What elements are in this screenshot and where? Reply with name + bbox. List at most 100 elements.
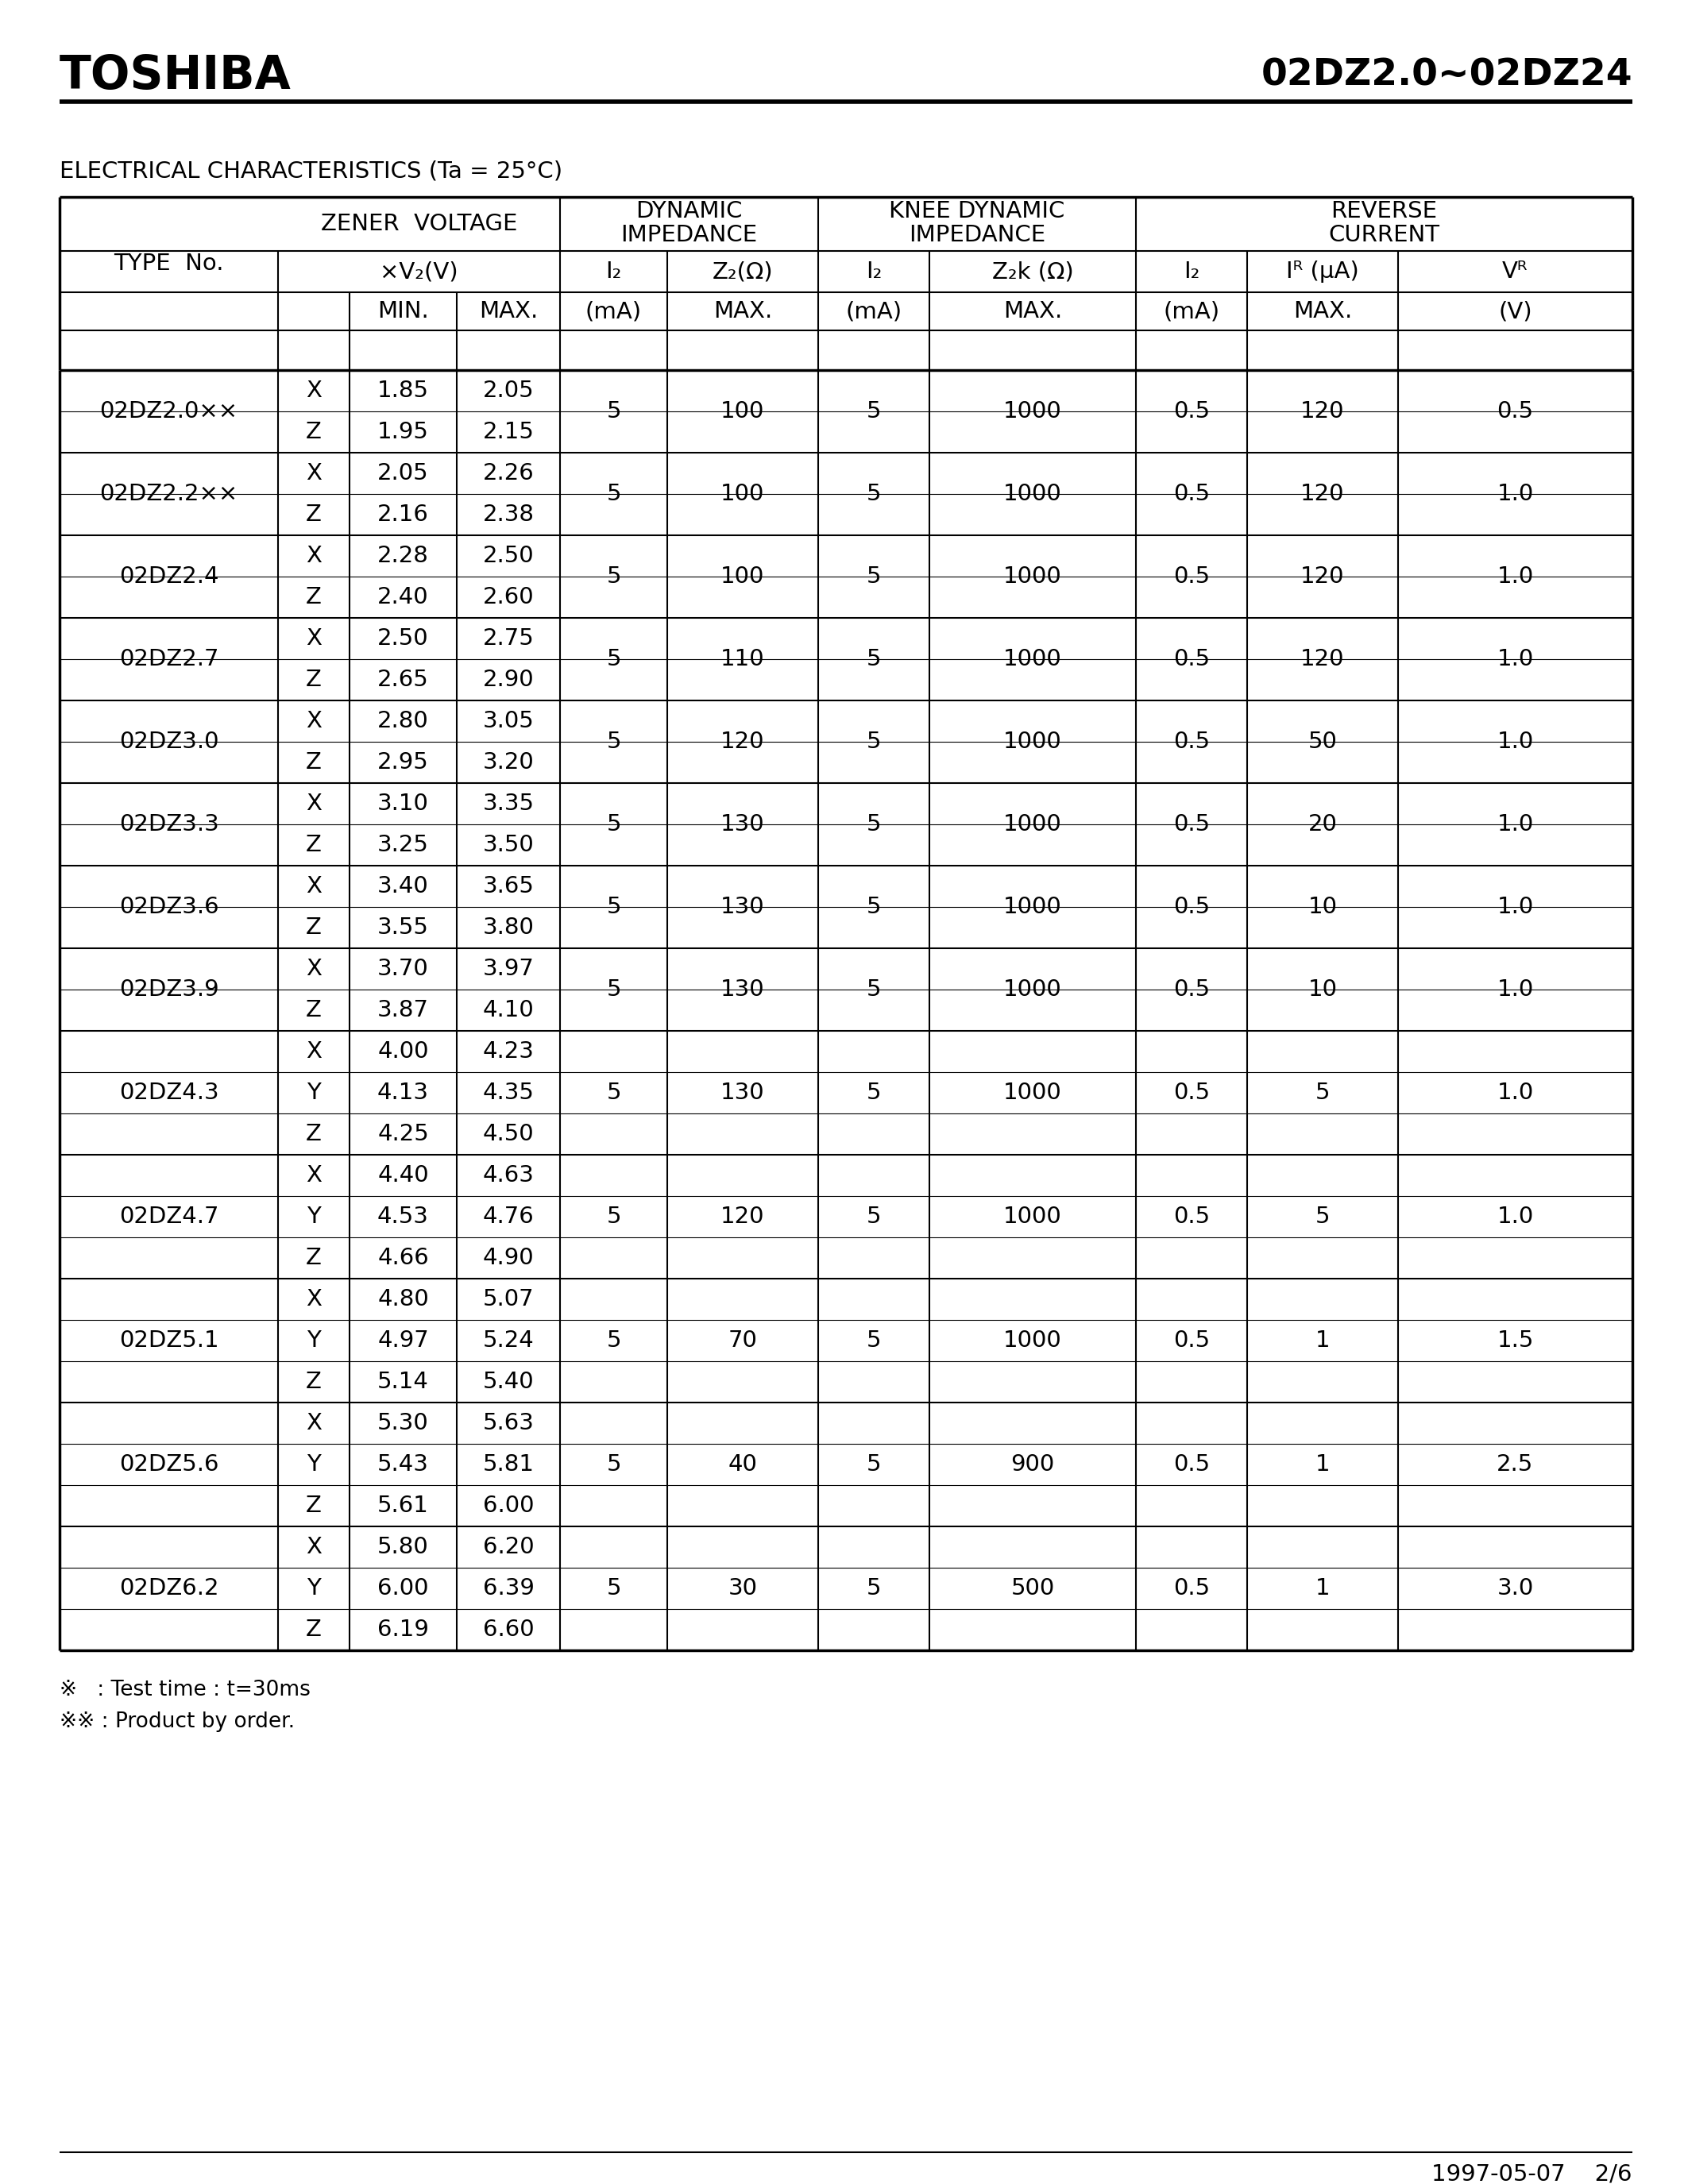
Text: 5: 5 <box>866 1452 881 1476</box>
Text: 4.00: 4.00 <box>378 1040 429 1064</box>
Text: 5: 5 <box>866 649 881 670</box>
Text: 6.19: 6.19 <box>378 1618 429 1640</box>
Text: 02DZ2.7: 02DZ2.7 <box>118 649 219 670</box>
Text: 02DZ5.6: 02DZ5.6 <box>118 1452 219 1476</box>
Text: Z: Z <box>306 1494 322 1518</box>
Text: 02DZ3.3: 02DZ3.3 <box>118 812 219 836</box>
Text: 4.63: 4.63 <box>483 1164 533 1186</box>
Text: 1000: 1000 <box>1003 483 1062 505</box>
Text: 1.0: 1.0 <box>1497 566 1534 587</box>
Text: 02DZ3.0: 02DZ3.0 <box>118 732 219 753</box>
Text: 4.53: 4.53 <box>378 1206 429 1227</box>
Text: 2.60: 2.60 <box>483 585 533 609</box>
Text: Z: Z <box>306 1123 322 1144</box>
Text: 1: 1 <box>1315 1577 1330 1599</box>
Text: 5: 5 <box>1315 1206 1330 1227</box>
Text: ×V₂(V): ×V₂(V) <box>380 260 457 282</box>
Text: 4.35: 4.35 <box>483 1081 533 1103</box>
Text: Z: Z <box>306 668 322 690</box>
Text: 4.50: 4.50 <box>483 1123 533 1144</box>
Text: 130: 130 <box>721 978 765 1000</box>
Text: (V): (V) <box>1499 299 1533 323</box>
Text: 2.05: 2.05 <box>378 463 429 485</box>
Text: 4.97: 4.97 <box>378 1330 429 1352</box>
Text: X: X <box>306 959 322 981</box>
Text: 0.5: 0.5 <box>1173 566 1210 587</box>
Text: 4.40: 4.40 <box>378 1164 429 1186</box>
Text: 4.10: 4.10 <box>483 998 533 1022</box>
Text: 1: 1 <box>1315 1452 1330 1476</box>
Text: Z: Z <box>306 1247 322 1269</box>
Text: 5: 5 <box>866 1330 881 1352</box>
Text: 02DZ5.1: 02DZ5.1 <box>118 1330 219 1352</box>
Text: I₂: I₂ <box>1183 260 1200 282</box>
Text: IMPEDANCE: IMPEDANCE <box>908 225 1045 247</box>
Text: 0.5: 0.5 <box>1173 649 1210 670</box>
Text: 3.10: 3.10 <box>378 793 429 815</box>
Text: 5: 5 <box>866 400 881 422</box>
Text: 3.80: 3.80 <box>483 917 533 939</box>
Text: Z: Z <box>306 751 322 773</box>
Text: 6.20: 6.20 <box>483 1535 533 1557</box>
Text: 0.5: 0.5 <box>1173 812 1210 836</box>
Text: 1.0: 1.0 <box>1497 1206 1534 1227</box>
Text: REVERSE: REVERSE <box>1330 201 1438 223</box>
Text: 2.26: 2.26 <box>483 463 533 485</box>
Text: X: X <box>306 1289 322 1310</box>
Text: 1.0: 1.0 <box>1497 812 1534 836</box>
Text: 5: 5 <box>866 1206 881 1227</box>
Text: 5: 5 <box>606 566 621 587</box>
Text: 5: 5 <box>606 978 621 1000</box>
Text: 5: 5 <box>606 1330 621 1352</box>
Text: 4.23: 4.23 <box>483 1040 533 1064</box>
Text: Z: Z <box>306 998 322 1022</box>
Text: 3.25: 3.25 <box>378 834 429 856</box>
Text: 5.24: 5.24 <box>483 1330 533 1352</box>
Text: X: X <box>306 1535 322 1557</box>
Text: ※   : Test time : t=30ms: ※ : Test time : t=30ms <box>59 1679 311 1701</box>
Text: 3.65: 3.65 <box>483 876 533 898</box>
Text: MAX.: MAX. <box>714 299 771 323</box>
Text: 5: 5 <box>606 1577 621 1599</box>
Text: 5: 5 <box>606 1206 621 1227</box>
Text: 1000: 1000 <box>1003 1330 1062 1352</box>
Text: 5: 5 <box>606 812 621 836</box>
Text: 1000: 1000 <box>1003 649 1062 670</box>
Text: 5: 5 <box>866 895 881 917</box>
Text: 3.35: 3.35 <box>483 793 533 815</box>
Text: 1000: 1000 <box>1003 566 1062 587</box>
Text: 5.07: 5.07 <box>483 1289 533 1310</box>
Text: 0.5: 0.5 <box>1173 1206 1210 1227</box>
Text: 10: 10 <box>1308 978 1337 1000</box>
Text: 0.5: 0.5 <box>1173 978 1210 1000</box>
Text: 3.05: 3.05 <box>483 710 533 732</box>
Text: 5.63: 5.63 <box>483 1413 533 1435</box>
Text: 20: 20 <box>1308 812 1337 836</box>
Text: 5: 5 <box>606 1081 621 1103</box>
Text: 5: 5 <box>606 649 621 670</box>
Text: 6.60: 6.60 <box>483 1618 533 1640</box>
Text: 4.66: 4.66 <box>378 1247 429 1269</box>
Text: 120: 120 <box>1300 400 1345 422</box>
Text: 120: 120 <box>721 732 765 753</box>
Text: 5: 5 <box>606 895 621 917</box>
Text: 02DZ4.7: 02DZ4.7 <box>118 1206 219 1227</box>
Text: Z₂k (Ω): Z₂k (Ω) <box>993 260 1074 282</box>
Text: 1: 1 <box>1315 1330 1330 1352</box>
Text: 0.5: 0.5 <box>1173 895 1210 917</box>
Text: X: X <box>306 710 322 732</box>
Text: ELECTRICAL CHARACTERISTICS (Ta = 25°C): ELECTRICAL CHARACTERISTICS (Ta = 25°C) <box>59 159 562 181</box>
Text: I₂: I₂ <box>606 260 621 282</box>
Text: Z: Z <box>306 834 322 856</box>
Text: 2.50: 2.50 <box>483 544 533 568</box>
Text: Z: Z <box>306 1372 322 1393</box>
Text: 4.90: 4.90 <box>483 1247 533 1269</box>
Text: X: X <box>306 627 322 649</box>
Text: 120: 120 <box>1300 483 1345 505</box>
Text: TOSHIBA: TOSHIBA <box>59 52 292 98</box>
Text: (mA): (mA) <box>846 299 901 323</box>
Text: (mA): (mA) <box>1163 299 1220 323</box>
Text: 3.0: 3.0 <box>1497 1577 1534 1599</box>
Text: Vᴿ: Vᴿ <box>1502 260 1528 282</box>
Text: 5.80: 5.80 <box>378 1535 429 1557</box>
